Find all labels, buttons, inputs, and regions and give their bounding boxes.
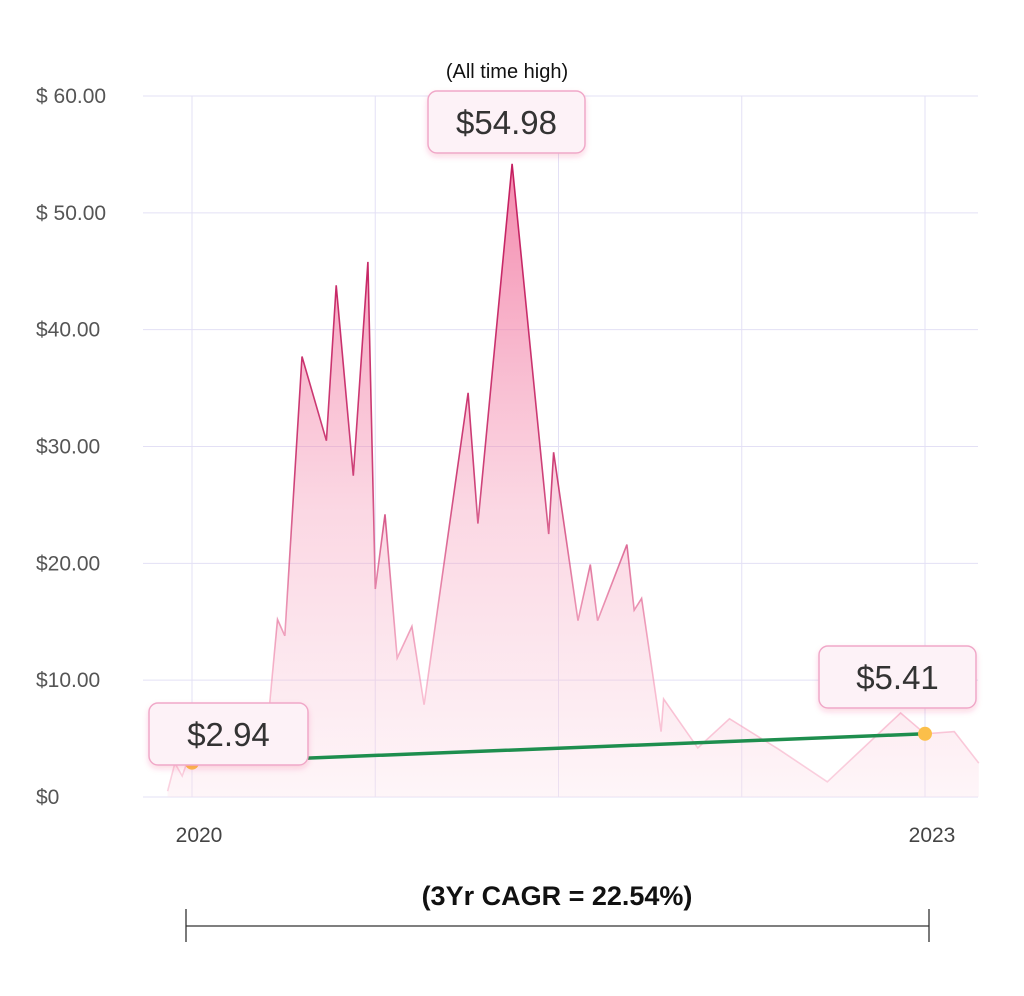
y-tick-label: $30.00 [36,436,100,459]
ath-caption: (All time high) [446,61,568,83]
x-tick-label: 2023 [909,824,956,847]
end-point-marker [918,726,932,741]
y-tick-label: $40.00 [36,319,100,342]
cagr-label: (3Yr CAGR = 22.54%) [422,881,693,911]
y-axis-ticks: $0 $10.00 $20.00 $30.00 $40.00 $ 50.00 $ 60.00 [36,85,106,809]
ath-value-label: $54.98 [456,104,557,141]
x-axis-ticks: 2020 2023 [176,824,956,847]
price-area [167,163,979,798]
end-value-label: $5.41 [856,659,939,696]
ath-callout: $54.98 [427,90,586,154]
start-value-label: $2.94 [187,716,270,753]
trend-line [190,732,927,765]
end-callout: $5.41 [818,645,977,709]
y-tick-label: $20.00 [36,552,100,575]
y-tick-label: $10.00 [36,669,100,692]
start-callout: $2.94 [148,702,309,766]
cagr-bracket [185,909,930,942]
x-tick-label: 2020 [176,824,223,847]
y-tick-label: $ 60.00 [36,85,106,108]
y-tick-label: $ 50.00 [36,202,106,225]
y-tick-label: $0 [36,786,59,809]
